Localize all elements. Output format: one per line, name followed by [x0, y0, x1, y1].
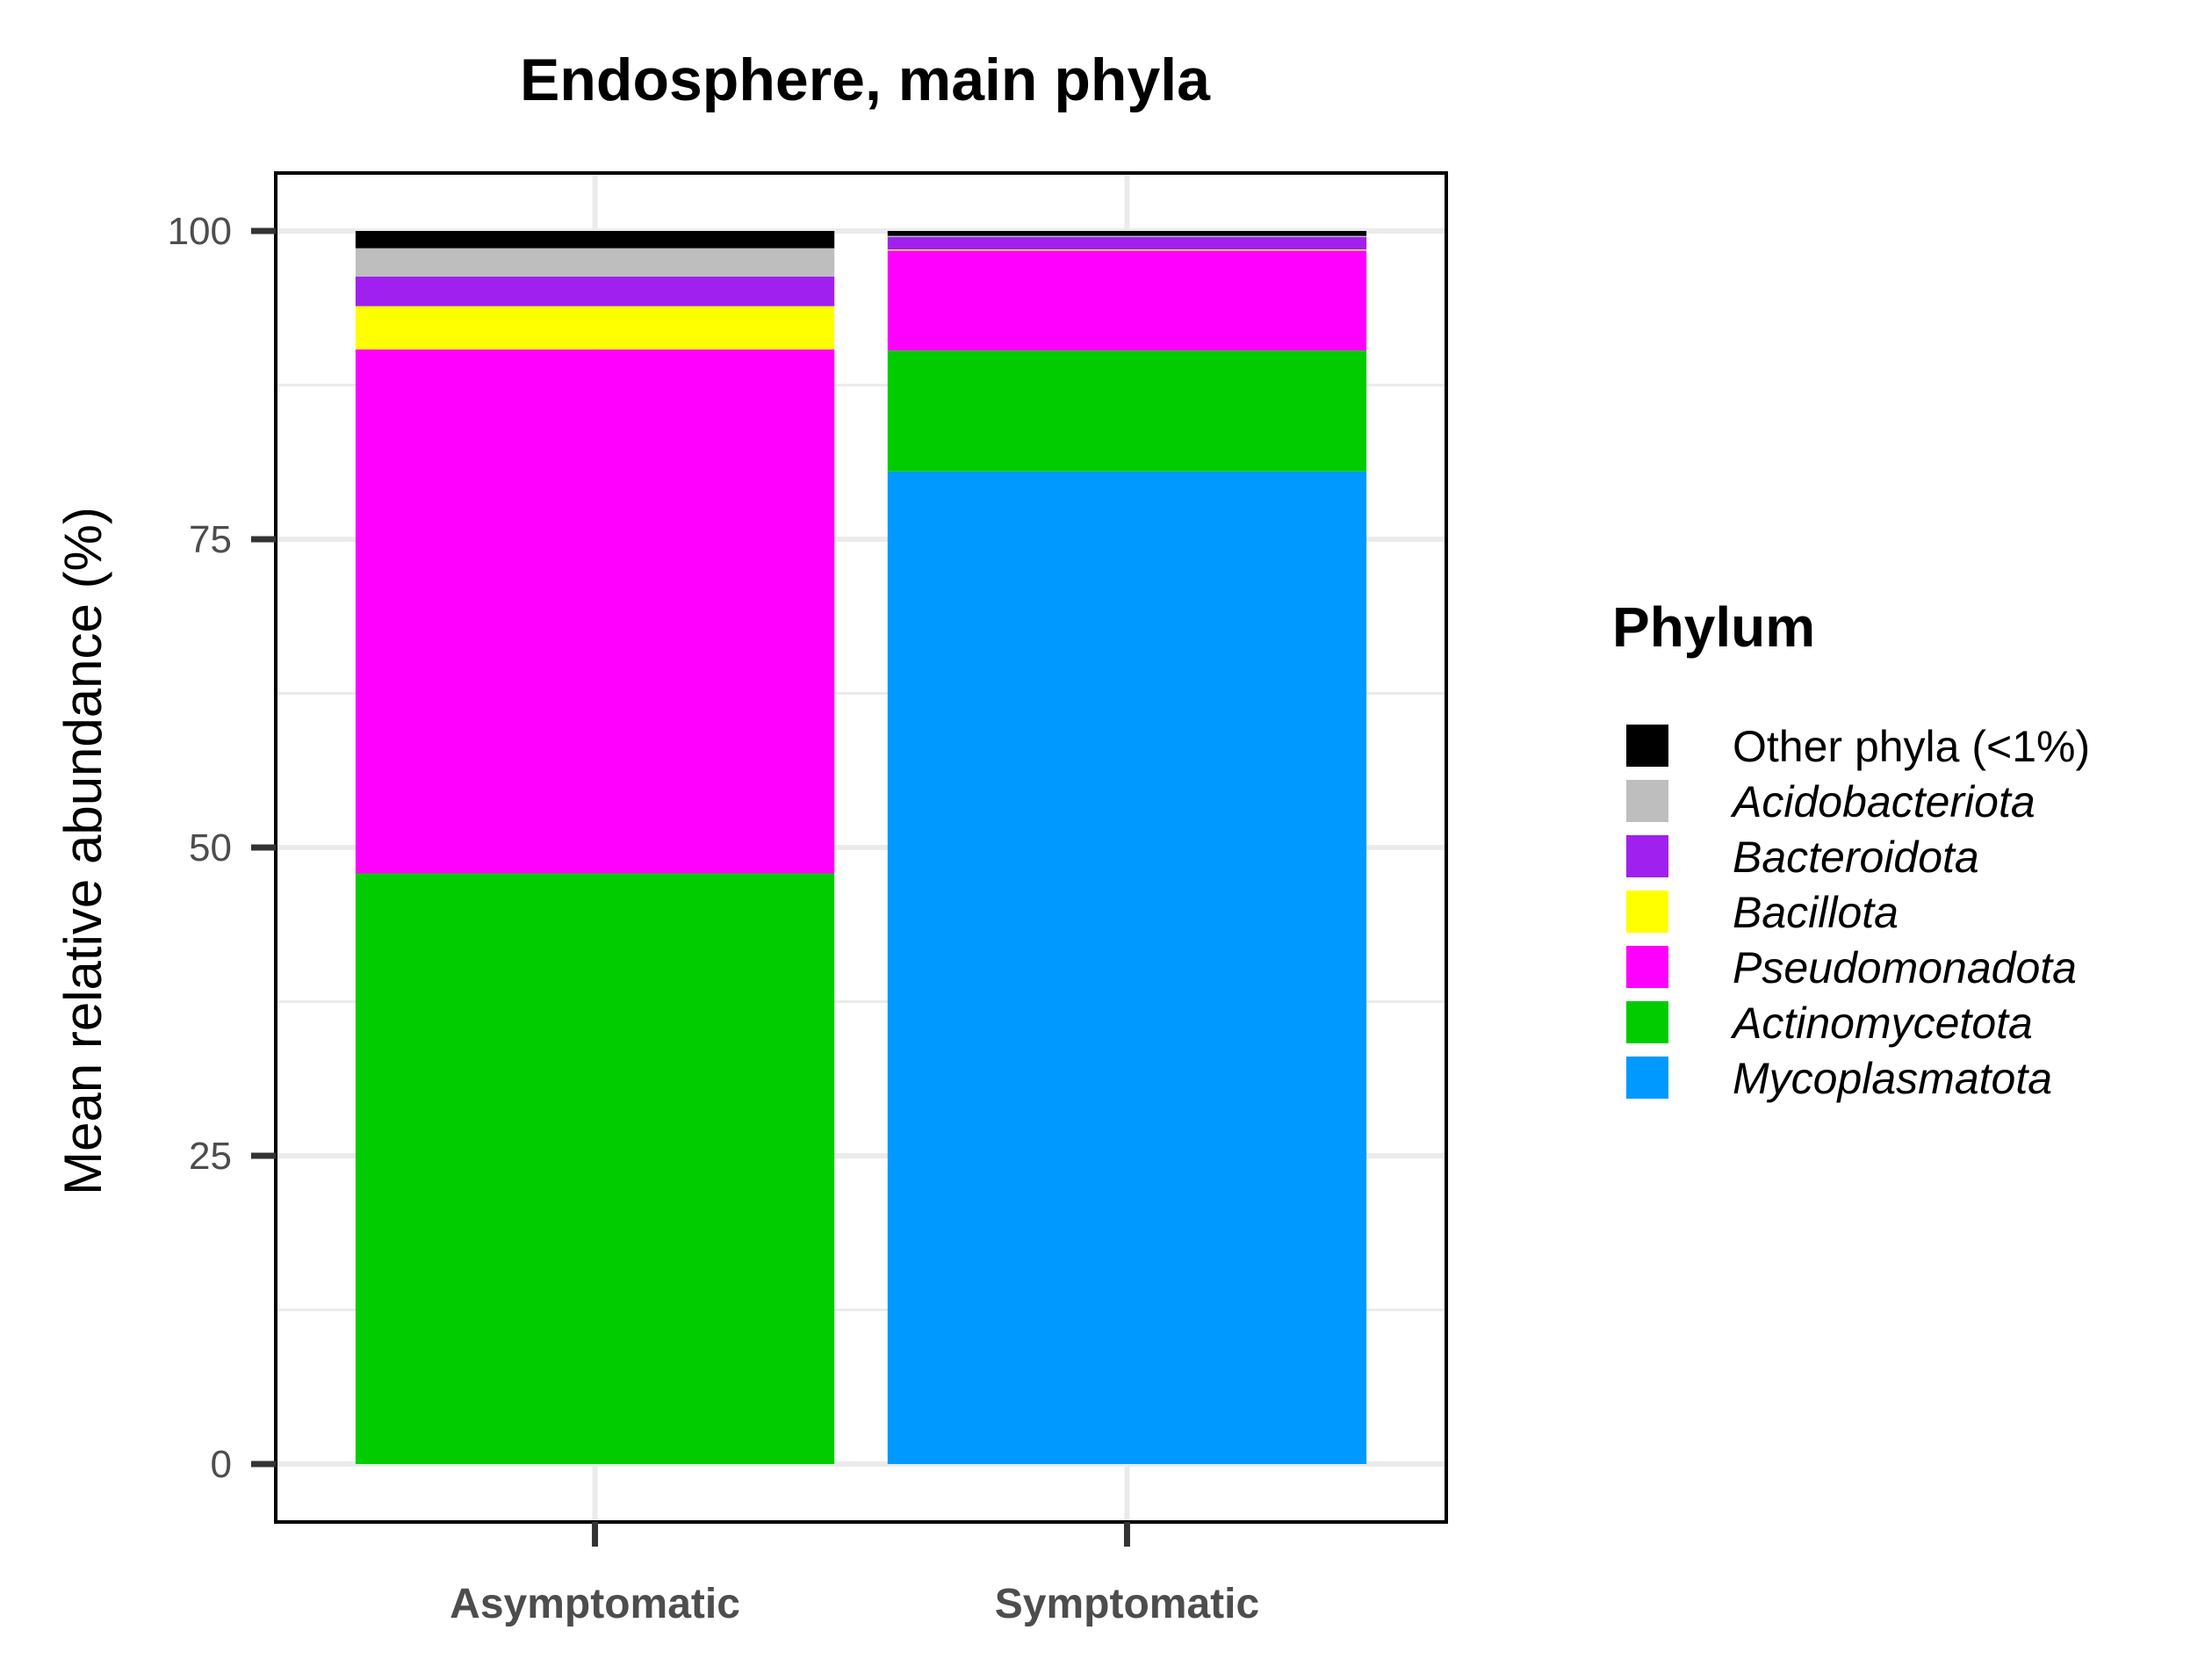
legend-key [1626, 891, 1668, 933]
y-tick-label: 25 [189, 1135, 232, 1178]
chart-title: Endosphere, main phyla [520, 47, 1211, 113]
legend-label: Bacillota [1733, 888, 1899, 937]
legend-label: Bacteroidota [1733, 833, 1979, 882]
bar-segment-actinomycetota [355, 873, 835, 1465]
legend-key [1626, 946, 1668, 988]
legend-label: Mycoplasmatota [1733, 1054, 2052, 1103]
bar-segment-pseudomonadota [887, 250, 1367, 351]
bars [355, 230, 1367, 1465]
legend-label: Acidobacteriota [1730, 777, 2035, 826]
bar-segment-other-phyla-1 [355, 230, 835, 249]
bar-segment-acidobacteriota [355, 248, 835, 277]
x-axis: Asymptomatic Symptomatic [450, 1522, 1259, 1627]
y-tick-label: 100 [168, 210, 232, 253]
bar-segment-mycoplasmatota [887, 471, 1367, 1465]
y-tick-label: 75 [189, 518, 232, 561]
legend: Phylum Other phyla (<1%) Acidobacteriota B… [1612, 595, 2090, 1103]
y-axis-label: Mean relative abundance (%) [54, 507, 112, 1195]
bar-segment-bacteroidota [887, 237, 1367, 250]
legend-label: Other phyla (<1%) [1733, 722, 2090, 771]
bar-segment-actinomycetota [887, 350, 1367, 472]
bar-segment-bacteroidota [355, 276, 835, 307]
x-tick-label: Asymptomatic [450, 1581, 740, 1627]
legend-key [1626, 835, 1668, 877]
y-tick-label: 0 [211, 1443, 232, 1486]
y-axis: 0 25 50 75 100 [168, 210, 276, 1486]
y-tick-label: 50 [189, 826, 232, 869]
x-tick-label: Symptomatic [995, 1581, 1259, 1627]
bar-segment-other-phyla-1 [887, 230, 1367, 236]
bar-segment-bacillota [887, 249, 1367, 251]
legend-label: Actinomycetota [1730, 999, 2033, 1048]
bar-segment-pseudomonadota [355, 349, 835, 874]
legend-label: Pseudomonadota [1733, 943, 2077, 992]
legend-key [1626, 1001, 1668, 1043]
bar-segment-acidobacteriota [887, 235, 1367, 238]
legend-key [1626, 725, 1668, 767]
legend-title: Phylum [1612, 595, 1815, 659]
legend-key [1626, 780, 1668, 822]
bar-segment-bacillota [355, 306, 835, 350]
legend-key [1626, 1057, 1668, 1099]
legend-items: Other phyla (<1%) Acidobacteriota Bacteroi… [1626, 722, 2090, 1103]
